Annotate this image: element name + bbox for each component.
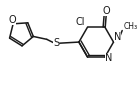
Text: O: O <box>103 6 111 16</box>
Text: CH₃: CH₃ <box>124 22 138 31</box>
Text: Cl: Cl <box>75 17 85 27</box>
Text: S: S <box>53 38 60 48</box>
Text: N: N <box>105 53 112 63</box>
Text: O: O <box>8 15 16 25</box>
Text: N: N <box>114 32 121 42</box>
